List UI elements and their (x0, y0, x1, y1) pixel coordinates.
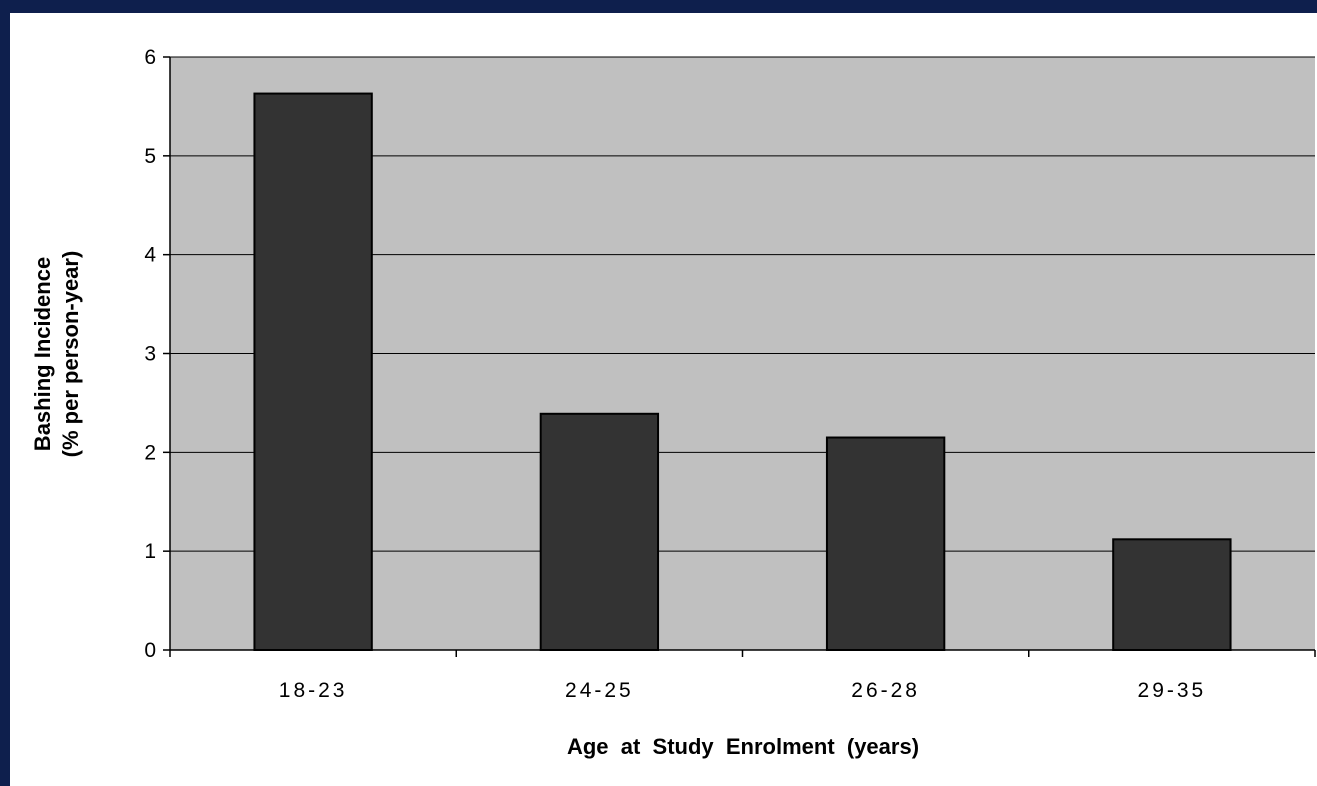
y-tick-label: 0 (144, 639, 156, 662)
x-tick-label: 24-25 (565, 679, 634, 702)
bar-24-25 (539, 412, 660, 651)
y-axis-ticks: 0 1 2 3 4 5 6 (144, 46, 170, 662)
x-axis-title: Age at Study Enrolment (years) (567, 734, 919, 759)
y-tick-label: 1 (144, 540, 156, 563)
y-tick-label: 4 (144, 244, 156, 267)
x-tick-label: 18-23 (279, 679, 348, 702)
x-axis-ticks: 18-23 24-25 26-28 29-35 (169, 650, 1316, 702)
y-tick-label: 5 (144, 145, 156, 168)
y-axis-title-line1: Bashing Incidence (30, 257, 55, 451)
y-axis-title: Bashing Incidence (% per person-year) (30, 251, 83, 458)
bar-18-23 (253, 92, 373, 651)
y-tick-label: 2 (144, 441, 156, 464)
bar-26-28 (825, 436, 946, 651)
x-tick-label: 26-28 (851, 679, 920, 702)
y-axis-title-line2: (% per person-year) (58, 251, 83, 458)
y-tick-label: 6 (144, 46, 156, 69)
bar-29-35 (1112, 538, 1232, 651)
bars (253, 92, 1232, 651)
x-tick-label: 29-35 (1138, 679, 1207, 702)
y-tick-label: 3 (144, 343, 156, 366)
